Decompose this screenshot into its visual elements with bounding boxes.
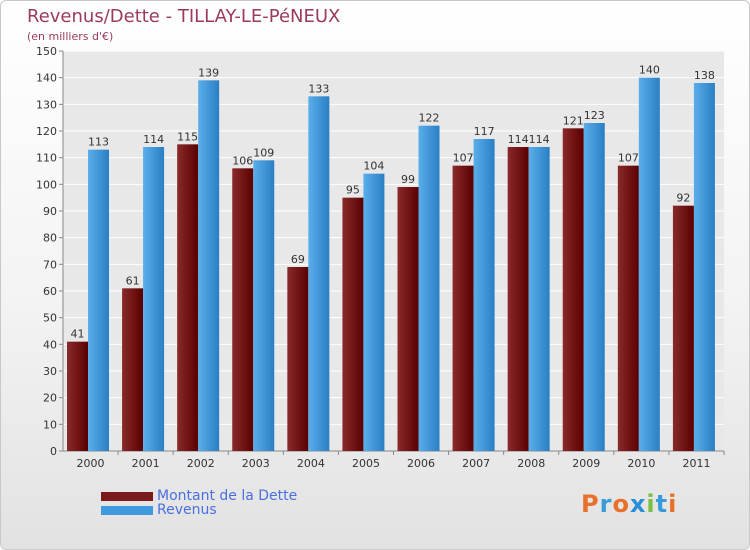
bar-dette (562, 128, 584, 451)
logo-letter: r (599, 490, 613, 518)
data-label-dette: 107 (453, 152, 474, 165)
bar-revenus (198, 80, 220, 451)
y-tick-label: 80 (43, 232, 57, 245)
y-tick-label: 50 (43, 312, 57, 325)
logo-letter: i (646, 490, 656, 518)
legend-item-revenus: Revenus (101, 502, 217, 518)
x-tick-label: 2008 (517, 457, 545, 470)
bar-dette (122, 288, 144, 451)
data-label-dette: 61 (126, 274, 140, 287)
legend-item-dette: Montant de la Dette (101, 488, 297, 504)
bar-revenus (143, 147, 165, 451)
x-tick-label: 2010 (627, 457, 655, 470)
data-label-revenus: 104 (363, 160, 384, 173)
bar-revenus (88, 149, 109, 451)
bar-dette (617, 165, 639, 451)
bar-revenus (418, 125, 440, 452)
plot-area (63, 51, 724, 451)
logo-letter: o (612, 490, 630, 518)
bar-dette (507, 147, 529, 451)
x-tick-label: 2003 (242, 457, 270, 470)
x-tick-label: 2001 (132, 457, 160, 470)
y-tick-label: 10 (43, 418, 57, 431)
bar-dette (672, 205, 694, 451)
bar-revenus (308, 96, 330, 451)
data-label-revenus: 140 (639, 64, 660, 77)
legend-label-revenus: Revenus (157, 502, 217, 518)
data-label-revenus: 133 (308, 82, 329, 95)
y-tick-label: 0 (50, 445, 57, 458)
y-tick-label: 40 (43, 338, 57, 351)
legend-swatch-dette (101, 491, 153, 501)
bar-revenus (473, 139, 495, 451)
bar-dette (287, 267, 309, 451)
data-label-revenus: 114 (529, 133, 550, 146)
y-tick-label: 110 (36, 152, 57, 165)
y-tick-label: 120 (36, 125, 57, 138)
legend-label-dette: Montant de la Dette (157, 488, 298, 504)
bar-revenus (583, 123, 605, 451)
y-tick-label: 90 (43, 205, 57, 218)
y-tick-label: 20 (43, 392, 57, 405)
data-label-revenus: 122 (419, 112, 440, 125)
data-label-dette: 106 (232, 154, 253, 167)
x-tick-label: 2007 (462, 457, 490, 470)
bar-dette (67, 341, 88, 451)
x-tick-label: 2009 (572, 457, 600, 470)
logo-letter: P (581, 490, 600, 518)
data-label-revenus: 123 (584, 109, 605, 122)
data-label-dette: 121 (563, 114, 584, 127)
data-label-dette: 95 (346, 184, 360, 197)
logo-letter: t (655, 490, 669, 518)
bar-revenus (638, 77, 660, 452)
bar-dette (452, 165, 474, 451)
data-label-dette: 115 (177, 130, 198, 143)
y-tick-label: 140 (36, 72, 57, 85)
bar-revenus (363, 173, 385, 451)
y-tick-label: 30 (43, 365, 57, 378)
x-tick-label: 2005 (352, 457, 380, 470)
y-tick-label: 150 (36, 45, 57, 58)
x-tick-label: 2004 (297, 457, 325, 470)
y-tick-label: 130 (36, 98, 57, 111)
data-label-dette: 114 (508, 133, 529, 146)
proxiti-logo: Proxiti (581, 490, 677, 518)
data-label-dette: 92 (676, 192, 690, 205)
bar-dette (342, 197, 364, 451)
bar-dette (397, 187, 419, 451)
data-label-dette: 107 (618, 152, 639, 165)
data-label-revenus: 114 (143, 133, 164, 146)
y-tick-label: 60 (43, 285, 57, 298)
chart-title: Revenus/Dette - TILLAY-LE-PéNEUX (27, 6, 341, 27)
data-label-revenus: 113 (88, 136, 109, 149)
bar-revenus (253, 160, 275, 452)
bar-revenus (528, 147, 550, 451)
y-tick-label: 100 (36, 178, 57, 191)
bar-revenus (693, 83, 715, 451)
x-tick-label: 2000 (77, 457, 105, 470)
bar-dette (177, 144, 199, 452)
bar-dette (232, 168, 254, 452)
data-label-dette: 41 (71, 328, 85, 341)
data-label-dette: 99 (401, 173, 415, 186)
x-tick-label: 2002 (187, 457, 215, 470)
data-label-revenus: 138 (694, 69, 715, 82)
data-label-revenus: 109 (253, 146, 274, 159)
data-label-revenus: 117 (474, 125, 495, 138)
legend-swatch-revenus (101, 505, 153, 515)
data-label-dette: 69 (291, 253, 305, 266)
y-tick-label: 70 (43, 258, 57, 271)
data-label-revenus: 139 (198, 66, 219, 79)
logo-letter: i (668, 490, 678, 518)
chart-subtitle: (en milliers d'€) (27, 30, 114, 43)
logo-letter: x (629, 490, 647, 518)
x-tick-label: 2006 (407, 457, 435, 470)
x-tick-label: 2011 (682, 457, 710, 470)
